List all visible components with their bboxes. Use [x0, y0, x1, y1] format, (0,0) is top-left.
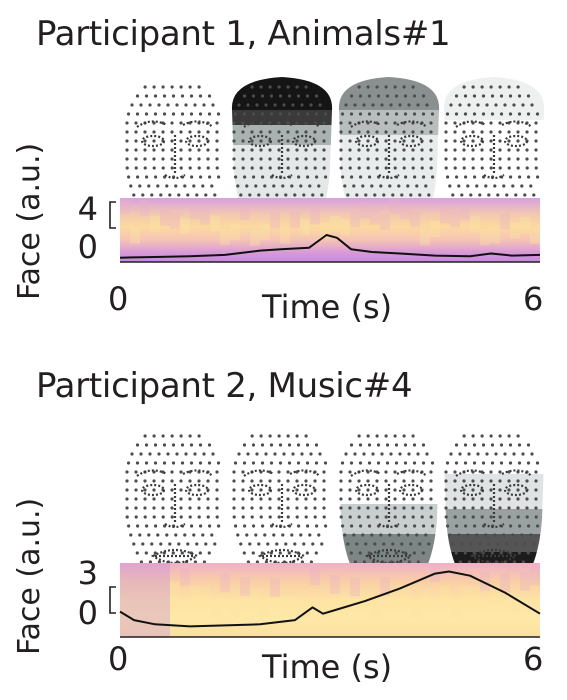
x-axis-label: Time (s) — [262, 648, 393, 686]
scale-bracket — [109, 586, 116, 614]
heatmap-plot — [109, 563, 541, 638]
face-maps-row — [124, 426, 545, 599]
y-tick-label: 0 — [77, 228, 98, 266]
x-tick-label: 0 — [108, 640, 129, 678]
heatmap-plot — [109, 198, 541, 263]
chart-title: Participant 1, Animals#1 — [36, 14, 451, 54]
y-tick-label: 4 — [77, 190, 98, 228]
y-tick-label: 0 — [77, 594, 98, 632]
chart-title: Participant 2, Music#4 — [36, 366, 413, 406]
panel-1: Participant 1, Animals#1 Face (a.u.) 4 0… — [12, 14, 545, 326]
y-tick-label: 3 — [77, 554, 98, 592]
face-map — [443, 426, 545, 599]
panel-2: Participant 2, Music#4 Face (a.u.) 3 0 0… — [0, 350, 567, 700]
x-tick-label: 0 — [108, 280, 129, 318]
x-tick-label: 6 — [523, 280, 544, 318]
x-axis-label: Time (s) — [262, 288, 393, 326]
scale-bracket — [109, 201, 116, 229]
face-map — [231, 426, 333, 599]
series-line — [119, 234, 541, 259]
series-line — [119, 570, 541, 628]
heatmap-background — [120, 198, 540, 262]
x-tick-label: 6 — [523, 640, 544, 678]
